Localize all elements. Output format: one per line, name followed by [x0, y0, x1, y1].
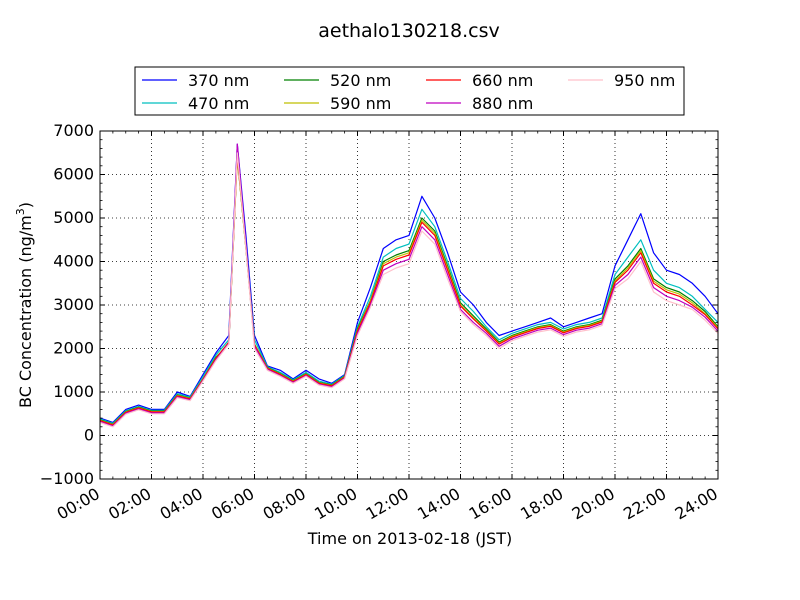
series-layer	[99, 143, 719, 428]
y-tick-label: 5000	[53, 208, 94, 227]
x-tick-label: 04:00	[157, 484, 206, 524]
series-line-950-nm	[99, 152, 719, 428]
legend-label: 880 nm	[472, 94, 533, 113]
x-tick-label: 16:00	[466, 484, 515, 524]
y-tick-labels: −1000 0 1000 2000 3000 4000 5000 6000 7000	[40, 121, 94, 488]
y-tick-label: 4000	[53, 252, 94, 271]
y-axis-label: BC Concentration (ng/m3)	[14, 202, 35, 408]
grid	[99, 130, 719, 480]
legend-label: 370 nm	[188, 71, 249, 90]
series-line-470-nm	[99, 152, 719, 424]
y-tick-label: 0	[84, 426, 94, 445]
chart-title: aethalo130218.csv	[318, 20, 500, 42]
y-tick-label: 6000	[53, 165, 94, 184]
x-tick-label: 22:00	[620, 484, 669, 524]
x-tick-label: 02:00	[105, 484, 154, 524]
legend: 370 nm 470 nm 520 nm 590 nm 660 nm 880 nm 950 …	[134, 66, 685, 116]
x-tick-label: 06:00	[208, 484, 257, 524]
x-tick-label: 18:00	[517, 484, 566, 524]
legend-label: 520 nm	[330, 71, 391, 90]
y-tick-label: 3000	[53, 295, 94, 314]
y-tick-label: 7000	[53, 121, 94, 140]
x-tick-labels: 00:00 02:00 04:00 06:00 08:00 10:00 12:00 14:00…	[54, 484, 721, 524]
series-line-590-nm	[99, 156, 719, 426]
x-tick-label: 20:00	[569, 484, 618, 524]
x-tick-label: 24:00	[672, 484, 721, 524]
legend-label: 950 nm	[614, 71, 675, 90]
x-tick-label: 12:00	[363, 484, 412, 524]
legend-label: 470 nm	[188, 94, 249, 113]
legend-box	[134, 66, 685, 116]
ticks	[99, 130, 719, 480]
x-axis-label: Time on 2013-02-18 (JST)	[307, 529, 512, 548]
x-tick-label: 14:00	[414, 484, 463, 524]
y-tick-label: 2000	[53, 339, 94, 358]
y-tick-label: −1000	[40, 469, 94, 488]
series-line-520-nm	[99, 156, 719, 425]
x-tick-label: 08:00	[260, 484, 309, 524]
x-tick-label: 00:00	[54, 484, 103, 524]
legend-label: 660 nm	[472, 71, 533, 90]
x-tick-label: 10:00	[311, 484, 360, 524]
legend-label: 590 nm	[330, 94, 391, 113]
y-tick-label: 1000	[53, 382, 94, 401]
series-line-370-nm	[99, 143, 719, 423]
